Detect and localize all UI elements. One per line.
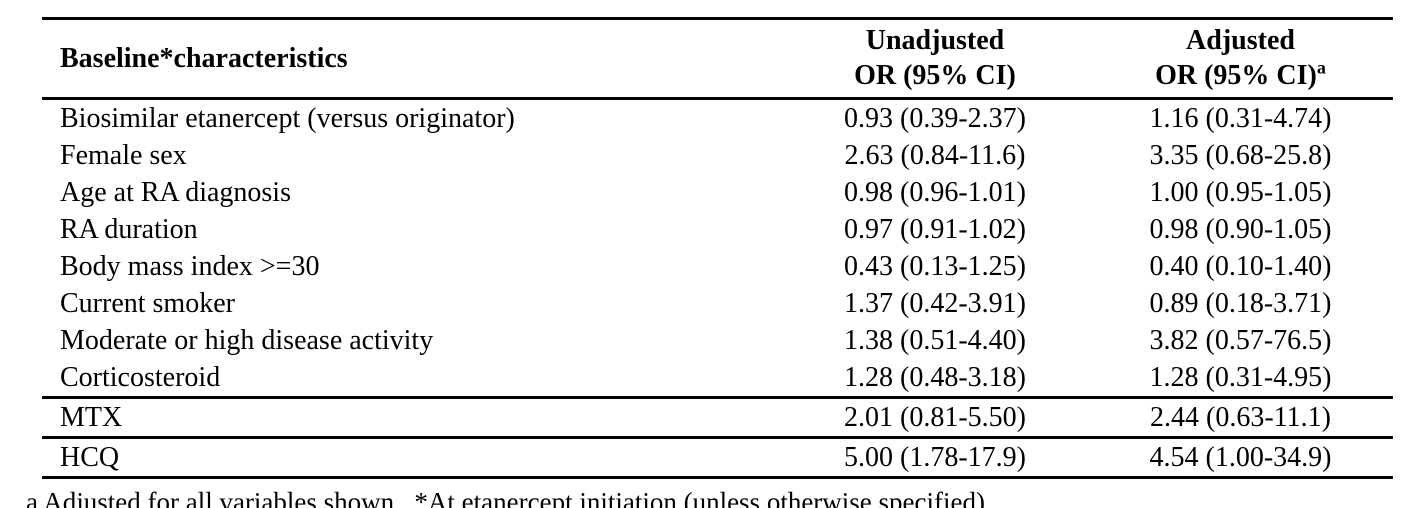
adjusted-value-cell: 4.54 (1.00-34.9): [1088, 437, 1393, 479]
row-label-cell: Female sex: [60, 140, 187, 171]
table-row: HCQ 5.00 (1.78-17.9) 4.54 (1.00-34.9): [42, 437, 1393, 479]
header-adjusted-line1: Adjusted: [1186, 25, 1295, 56]
table-row: RA duration 0.97 (0.91-1.02) 0.98 (0.90-…: [42, 211, 1393, 248]
unadjusted-value-cell: 2.01 (0.81-5.50): [782, 397, 1088, 439]
row-label-cell: HCQ: [42, 437, 782, 479]
table-row: Moderate or high disease activity 1.38 (…: [42, 322, 1393, 359]
row-label-cell: Moderate or high disease activity: [60, 325, 434, 356]
table-row: Female sex 2.63 (0.84-11.6) 3.35 (0.68-2…: [42, 137, 1393, 174]
adjusted-value-cell: 1.16 (0.31-4.74): [1149, 103, 1332, 134]
adjusted-value-cell: 2.44 (0.63-11.1): [1088, 397, 1393, 439]
unadjusted-value-cell: 0.98 (0.96-1.01): [844, 177, 1026, 208]
table-row: Current smoker 1.37 (0.42-3.91) 0.89 (0.…: [42, 285, 1393, 322]
table-footnote: a Adjusted for all variables shown. *At …: [26, 487, 985, 508]
adjusted-value-cell: 1.00 (0.95-1.05): [1149, 177, 1332, 208]
adjusted-value-cell: 3.82 (0.57-76.5): [1149, 325, 1332, 356]
row-label-cell: RA duration: [60, 214, 198, 245]
header-unadjusted-line1: Unadjusted: [865, 25, 1005, 56]
unadjusted-value-cell: 0.43 (0.13-1.25): [844, 251, 1026, 282]
unadjusted-value-cell: 2.63 (0.84-11.6): [844, 140, 1026, 171]
column-header-unadjusted-or: Unadjusted OR (95% CI): [782, 18, 1088, 100]
header-adjusted-line2: OR (95% CI): [1155, 60, 1317, 91]
row-label-cell: Current smoker: [60, 288, 235, 319]
row-label-cell: Corticosteroid: [42, 359, 782, 399]
table-row: Body mass index >=30 0.43 (0.13-1.25) 0.…: [42, 248, 1393, 285]
table-row: MTX 2.01 (0.81-5.50) 2.44 (0.63-11.1): [42, 397, 1393, 439]
row-label-cell: Body mass index >=30: [60, 251, 320, 282]
row-label-cell: MTX: [42, 397, 782, 439]
table-row: Age at RA diagnosis 0.98 (0.96-1.01) 1.0…: [42, 174, 1393, 211]
header-baseline-text: Baseline*characteristics: [60, 42, 348, 74]
adjusted-value-cell: 1.28 (0.31-4.95): [1088, 359, 1393, 399]
odds-ratio-table: Baseline*characteristics Unadjusted OR (…: [42, 17, 1393, 479]
header-adjusted-footnote-marker: a: [1316, 57, 1326, 78]
adjusted-value-cell: 0.40 (0.10-1.40): [1149, 251, 1332, 282]
header-row: Baseline*characteristics Unadjusted OR (…: [42, 18, 1393, 100]
row-label-cell: Biosimilar etanercept (versus originator…: [60, 103, 515, 134]
adjusted-value-cell: 0.89 (0.18-3.71): [1149, 288, 1332, 319]
row-label-cell: Age at RA diagnosis: [60, 177, 291, 208]
column-header-adjusted-or: Adjusted OR (95% CI)a: [1088, 18, 1393, 100]
header-adjusted-line2-wrap: OR (95% CI)a: [1088, 58, 1393, 93]
unadjusted-value-cell: 0.93 (0.39-2.37): [844, 103, 1026, 134]
unadjusted-value-cell: 0.97 (0.91-1.02): [844, 214, 1026, 245]
unadjusted-value-cell: 5.00 (1.78-17.9): [782, 437, 1088, 479]
header-unadjusted-line2: OR (95% CI): [854, 60, 1016, 91]
unadjusted-value-cell: 1.38 (0.51-4.40): [844, 325, 1026, 356]
unadjusted-value-cell: 1.37 (0.42-3.91): [844, 288, 1026, 319]
column-header-baseline-characteristics: Baseline*characteristics: [42, 18, 782, 100]
table-row: Corticosteroid 1.28 (0.48-3.18) 1.28 (0.…: [42, 359, 1393, 399]
table-row: Biosimilar etanercept (versus originator…: [42, 99, 1393, 138]
adjusted-value-cell: 0.98 (0.90-1.05): [1149, 214, 1332, 245]
unadjusted-value-cell: 1.28 (0.48-3.18): [782, 359, 1088, 399]
adjusted-value-cell: 3.35 (0.68-25.8): [1149, 140, 1332, 171]
